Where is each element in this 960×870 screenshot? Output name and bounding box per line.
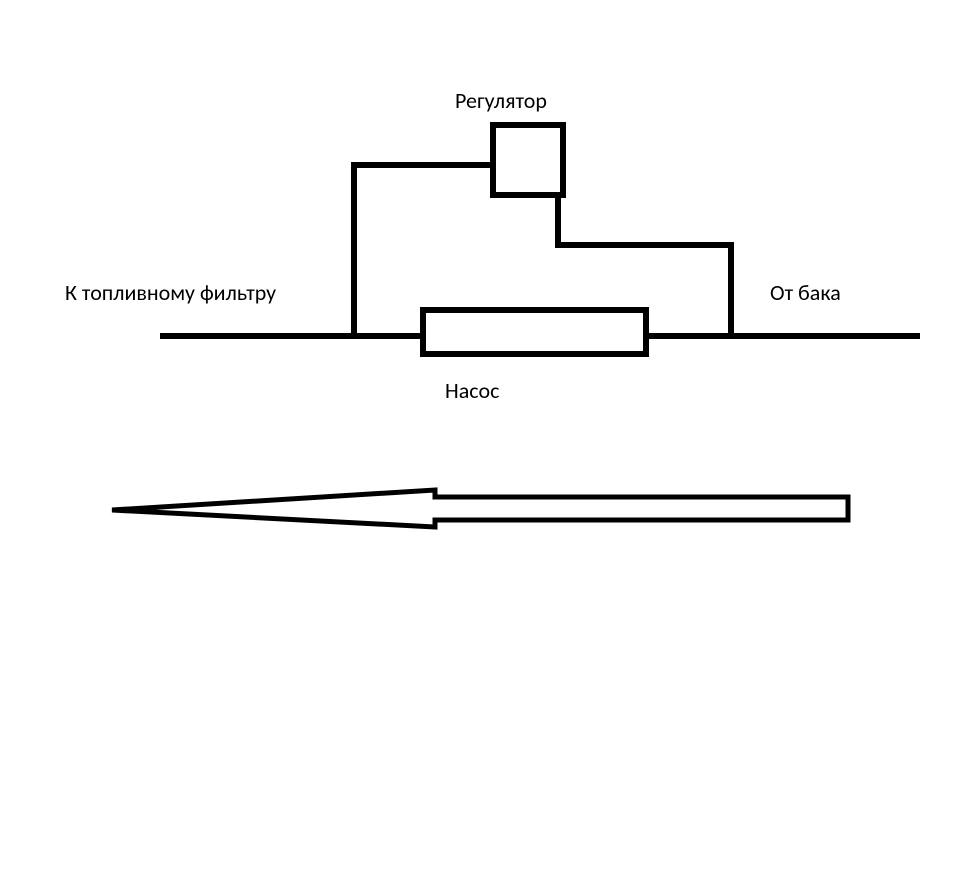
pump-label: Насос — [445, 377, 499, 404]
from-tank-label: От бака — [770, 279, 841, 306]
needle-shape — [112, 490, 848, 527]
to-fuel-filter-label: К топливному фильтру — [65, 279, 276, 306]
diagram-canvas: Регулятор К топливному фильтру От бака Н… — [0, 0, 960, 870]
regulator-box — [493, 125, 563, 195]
pump-box — [423, 310, 646, 354]
regulator-label: Регулятор — [455, 87, 547, 114]
